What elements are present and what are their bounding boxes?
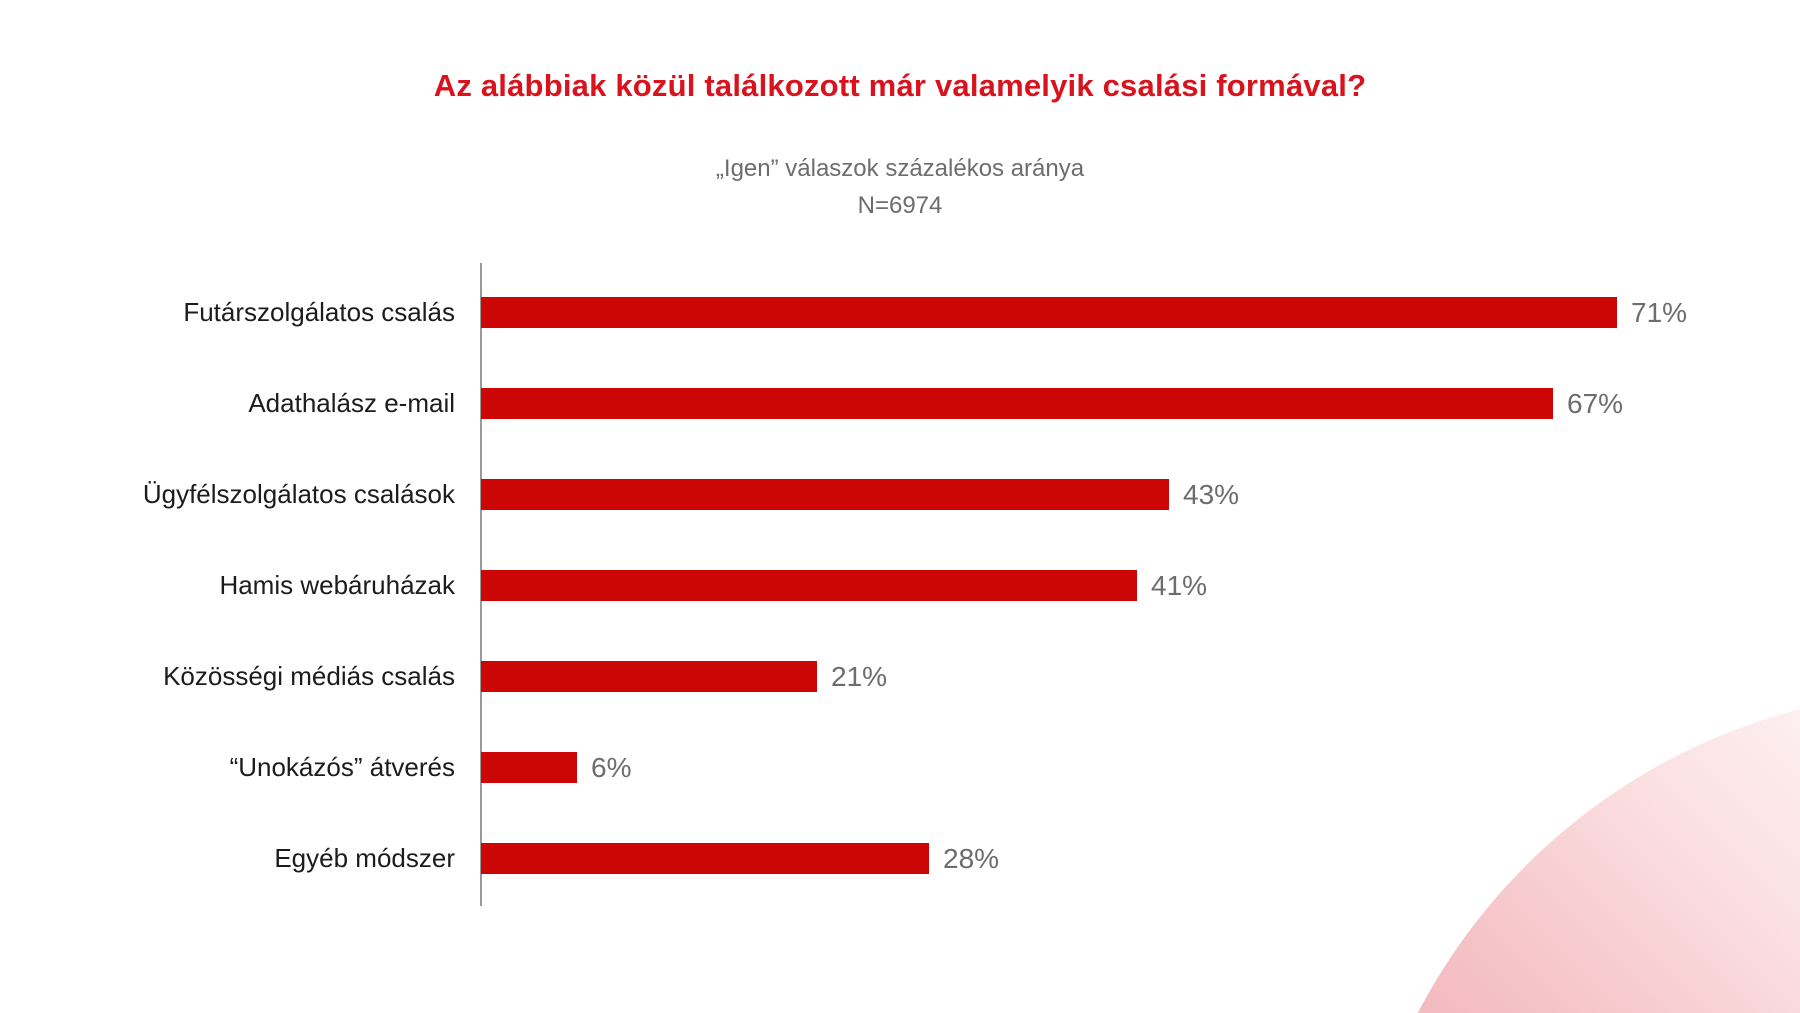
category-label: Ügyfélszolgálatos csalások [142, 479, 455, 509]
bar [481, 479, 1169, 510]
category-label: Közösségi médiás csalás [163, 661, 455, 691]
chart-title: Az alábbiak közül találkozott már valame… [433, 68, 1367, 103]
chart-subtitle-block: „Igen” válaszok százalékos aránya N=6974 [0, 150, 1800, 224]
category-label: Egyéb módszer [274, 843, 455, 873]
value-label: 6% [591, 751, 632, 783]
category-label: Hamis webáruházak [219, 570, 455, 600]
chart-row: “Unokázós” átverés 6% [0, 722, 1800, 813]
category-label: Adathalász e-mail [248, 388, 455, 418]
chart-row: Közösségi médiás csalás 21% [0, 631, 1800, 722]
category-label: Futárszolgálatos csalás [183, 297, 455, 327]
bar [481, 752, 577, 783]
chart-row: Egyéb módszer 28% [0, 813, 1800, 904]
bar [481, 843, 929, 874]
bar [481, 388, 1553, 419]
chart-row: Futárszolgálatos csalás 71% [0, 267, 1800, 358]
chart-subtitle: „Igen” válaszok százalékos aránya [715, 155, 1085, 182]
chart-row: Adathalász e-mail 67% [0, 358, 1800, 449]
bar-chart-rows: Futárszolgálatos csalás 71% Adathalász e-m… [0, 267, 1800, 904]
bar [481, 661, 817, 692]
chart-row: Ügyfélszolgálatos csalások 43% [0, 449, 1800, 540]
category-label: “Unokázós” átverés [229, 752, 455, 782]
value-label: 21% [831, 660, 888, 692]
value-label: 28% [943, 842, 1000, 874]
bar [481, 297, 1617, 328]
value-label: 67% [1567, 387, 1624, 419]
chart-row: Hamis webáruházak 41% [0, 540, 1800, 631]
value-label: 43% [1183, 478, 1240, 510]
sample-size-label: N=6974 [857, 192, 943, 219]
value-label: 71% [1631, 296, 1688, 328]
value-label: 41% [1151, 569, 1208, 601]
bar [481, 570, 1137, 601]
